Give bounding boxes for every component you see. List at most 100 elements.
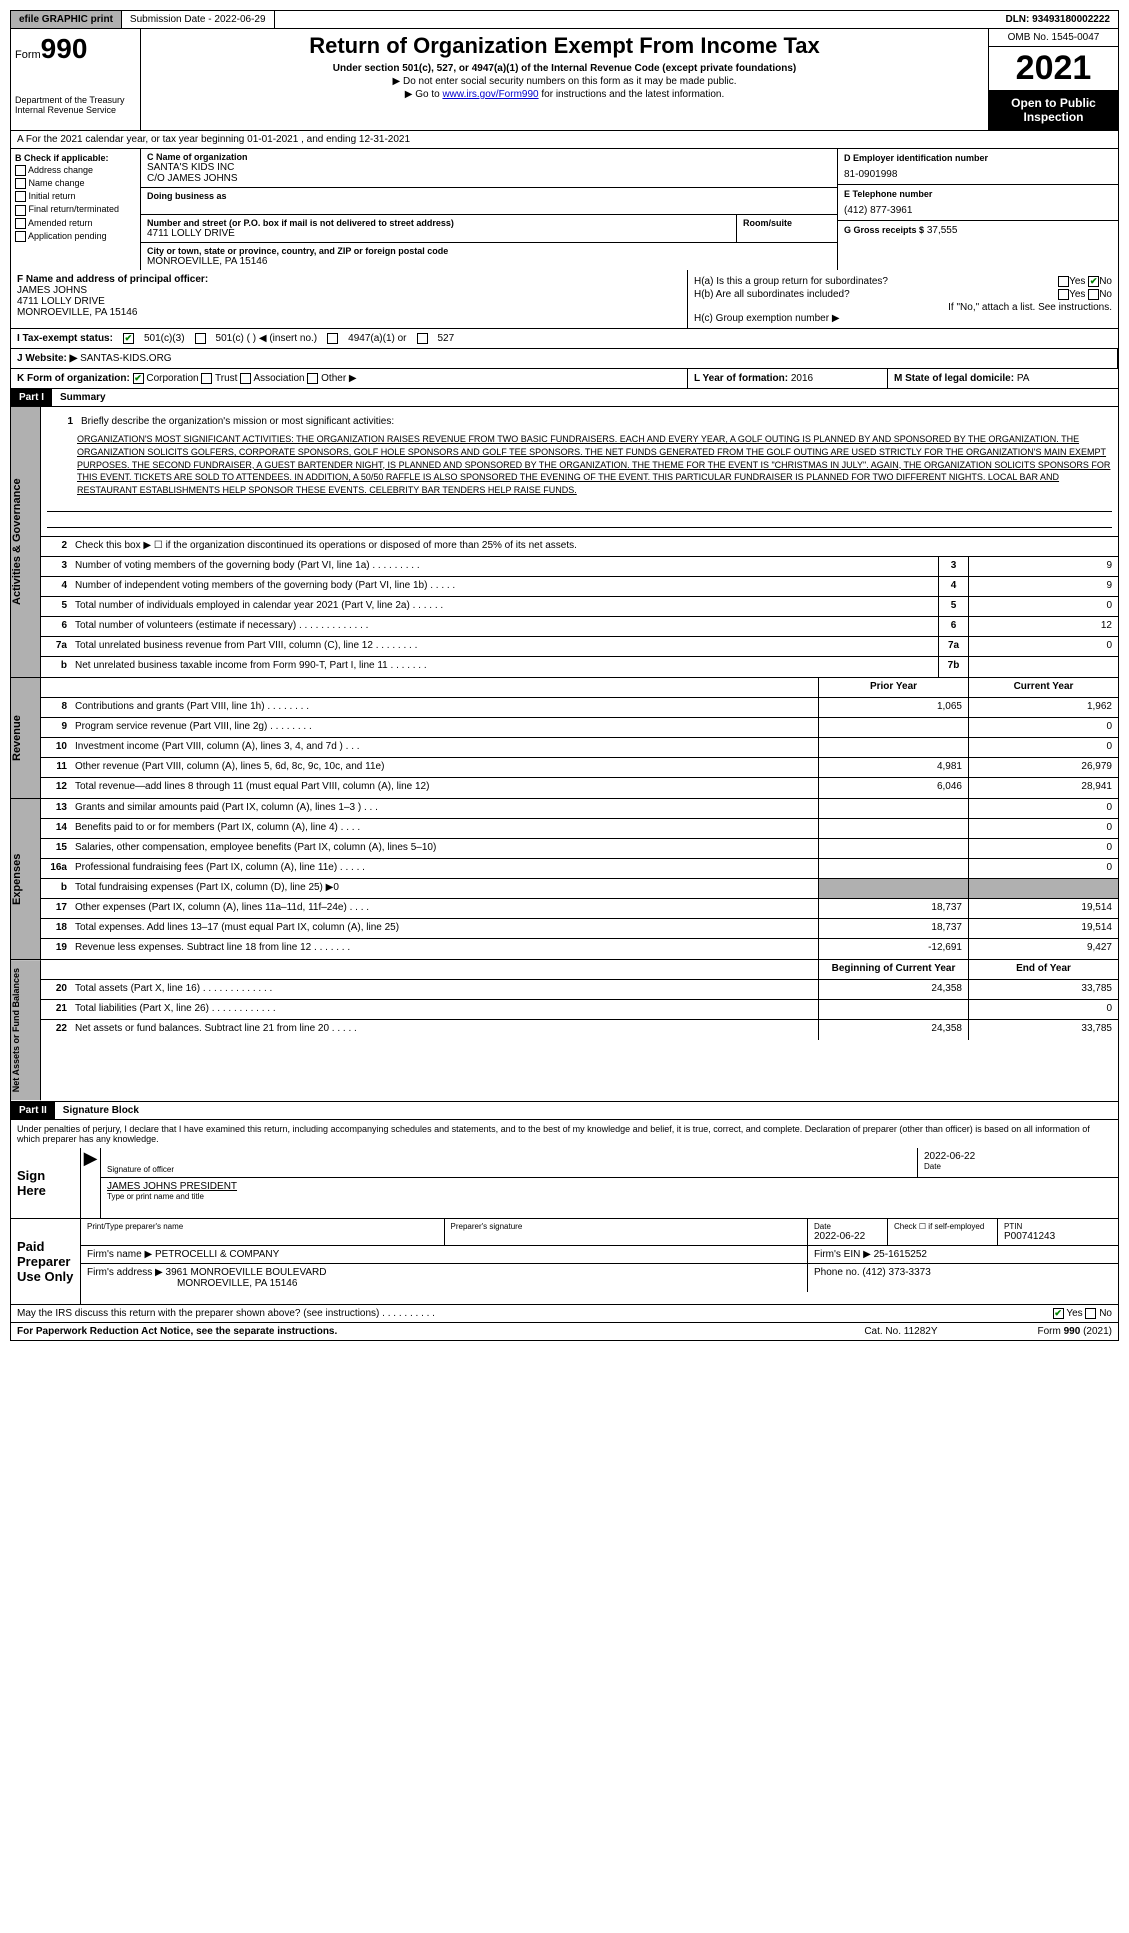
table-row: bNet unrelated business taxable income f… [41,657,1118,677]
prep-name-col: Print/Type preparer's name [81,1219,445,1245]
website-label: J Website: ▶ [17,353,77,364]
cb-501c[interactable] [195,333,206,344]
table-row: bTotal fundraising expenses (Part IX, co… [41,879,1118,899]
dln: DLN: 93493180002222 [997,11,1118,28]
part1-label: Part I [11,389,52,406]
box-b-label: B Check if applicable: [15,153,136,163]
irs-link[interactable]: www.irs.gov/Form990 [442,89,538,100]
website-value: SANTAS-KIDS.ORG [80,353,172,364]
phone-label: E Telephone number [844,189,1112,199]
box-h: H(a) Is this a group return for subordin… [688,270,1118,328]
table-row: 17Other expenses (Part IX, column (A), l… [41,899,1118,919]
org-name: SANTA'S KIDS INC [147,162,831,173]
table-row: 10Investment income (Part VIII, column (… [41,738,1118,758]
hb-yes[interactable] [1058,289,1069,300]
paid-preparer-section: Paid Preparer Use Only Print/Type prepar… [10,1219,1119,1305]
org-city: MONROEVILLE, PA 15146 [147,256,831,267]
discuss-no[interactable] [1085,1308,1096,1319]
form-subtitle: Under section 501(c), 527, or 4947(a)(1)… [151,63,978,74]
eoy-hdr: End of Year [968,960,1118,979]
table-row: 22Net assets or fund balances. Subtract … [41,1020,1118,1040]
discuss-yes[interactable] [1053,1308,1064,1319]
officer-addr1: 4711 LOLLY DRIVE [17,296,681,307]
row-klm: K Form of organization: Corporation Trus… [10,369,1119,389]
box-de: D Employer identification number 81-0901… [838,149,1118,270]
addr-label: Number and street (or P.O. box if mail i… [147,218,730,228]
ha-yes[interactable] [1058,276,1069,287]
box-b: B Check if applicable: Address change Na… [11,149,141,270]
ssn-note: ▶ Do not enter social security numbers o… [151,76,978,87]
expenses-section: Expenses 13Grants and similar amounts pa… [10,799,1119,960]
hb-label: H(b) Are all subordinates included? [694,289,850,300]
table-row: 15Salaries, other compensation, employee… [41,839,1118,859]
cb-501c3[interactable] [123,333,134,344]
goto-note: ▶ Go to www.irs.gov/Form990 for instruct… [151,89,978,100]
firm-addr: 3961 MONROEVILLE BOULEVARD [166,1267,327,1278]
city-label: City or town, state or province, country… [147,246,831,256]
discuss-row: May the IRS discuss this return with the… [10,1305,1119,1323]
tax-exempt-status: I Tax-exempt status: 501(c)(3) 501(c) ( … [10,329,1119,349]
part2-title: Signature Block [55,1102,147,1119]
tax-status-label: I Tax-exempt status: [17,333,113,344]
ptin-col: PTIN [1004,1222,1112,1231]
dept-label: Department of the Treasury Internal Reve… [15,95,136,115]
form-header: Form990 Department of the Treasury Inter… [10,29,1119,131]
table-row: 11Other revenue (Part VIII, column (A), … [41,758,1118,778]
form-title: Return of Organization Exempt From Incom… [151,33,978,59]
side-expenses: Expenses [11,799,41,959]
cb-corp[interactable] [133,373,144,384]
cb-assoc[interactable] [240,373,251,384]
org-co: C/O JAMES JOHNS [147,173,831,184]
cb-other[interactable] [307,373,318,384]
sig-date-label: Date [924,1162,1112,1171]
mission-text: ORGANIZATION'S MOST SIGNIFICANT ACTIVITI… [47,433,1112,496]
table-row: 4Number of independent voting members of… [41,577,1118,597]
section-fh: F Name and address of principal officer:… [10,270,1119,329]
table-row: 3Number of voting members of the governi… [41,557,1118,577]
ha-no[interactable] [1088,276,1099,287]
formation-year: 2016 [791,373,813,384]
sign-here-section: Sign Here ▶ Signature of officer 2022-06… [10,1148,1119,1219]
officer-addr2: MONROEVILLE, PA 15146 [17,307,681,318]
hb-no[interactable] [1088,289,1099,300]
cb-final-return[interactable]: Final return/terminated [15,204,136,215]
cb-application-pending[interactable]: Application pending [15,231,136,242]
sig-date: 2022-06-22 [924,1151,1112,1162]
section-bcd: B Check if applicable: Address change Na… [10,149,1119,270]
box-f: F Name and address of principal officer:… [11,270,688,328]
gross-value: 37,555 [927,225,958,236]
efile-label: efile GRAPHIC print [11,11,122,28]
cb-527[interactable] [417,333,428,344]
officer-name: JAMES JOHNS [17,285,681,296]
preparer-label: Paid Preparer Use Only [11,1219,81,1304]
firm-phone-label: Phone no. [814,1267,860,1278]
table-row: 9Program service revenue (Part VIII, lin… [41,718,1118,738]
tax-year: 2021 [989,47,1118,90]
table-row: 13Grants and similar amounts paid (Part … [41,799,1118,819]
cb-amended-return[interactable]: Amended return [15,218,136,229]
org-name-label: C Name of organization [147,152,831,162]
footer-right: Form 990 (2021) [1038,1326,1112,1337]
sign-here-label: Sign Here [11,1148,81,1218]
cb-initial-return[interactable]: Initial return [15,191,136,202]
officer-label: F Name and address of principal officer: [17,274,681,285]
sig-name: JAMES JOHNS PRESIDENT [107,1181,1112,1192]
cb-name-change[interactable]: Name change [15,178,136,189]
cb-4947[interactable] [327,333,338,344]
sig-officer-label: Signature of officer [107,1165,911,1174]
part1-title: Summary [52,389,114,406]
table-row: 8Contributions and grants (Part VIII, li… [41,698,1118,718]
footer-left: For Paperwork Reduction Act Notice, see … [17,1326,337,1337]
box-c: C Name of organization SANTA'S KIDS INC … [141,149,838,270]
ein-label: D Employer identification number [844,153,1112,163]
discuss-text: May the IRS discuss this return with the… [17,1308,435,1319]
cb-trust[interactable] [201,373,212,384]
footer-mid: Cat. No. 11282Y [864,1326,937,1337]
room-label: Room/suite [743,218,831,228]
cb-address-change[interactable]: Address change [15,165,136,176]
hc-label: H(c) Group exemption number ▶ [694,313,1112,324]
netassets-section: Net Assets or Fund Balances Beginning of… [10,960,1119,1101]
current-year-hdr: Current Year [968,678,1118,697]
part2-label: Part II [11,1102,55,1119]
domicile-state: PA [1017,373,1030,384]
